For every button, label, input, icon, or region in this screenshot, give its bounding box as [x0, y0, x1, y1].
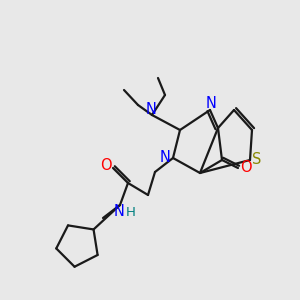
- Text: O: O: [240, 160, 252, 175]
- Text: S: S: [252, 152, 262, 166]
- Text: N: N: [160, 149, 170, 164]
- Text: H: H: [126, 206, 136, 218]
- Text: O: O: [100, 158, 112, 173]
- Text: N: N: [206, 95, 216, 110]
- Text: N: N: [114, 205, 124, 220]
- Text: N: N: [146, 101, 156, 116]
